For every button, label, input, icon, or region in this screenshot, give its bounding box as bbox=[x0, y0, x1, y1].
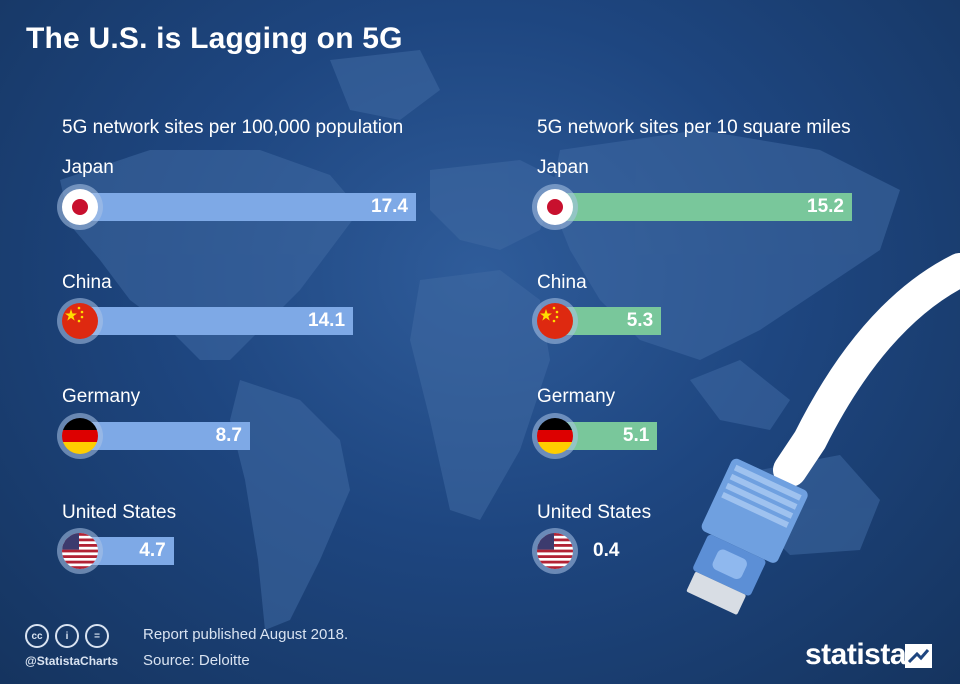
source-note: Source: Deloitte bbox=[143, 652, 250, 669]
usa-flag-icon-right bbox=[532, 528, 578, 574]
social-handle[interactable]: @StatistaCharts bbox=[25, 654, 119, 668]
value-label-china-population: 14.1 bbox=[308, 310, 346, 331]
license-icons: cc i = bbox=[25, 624, 109, 648]
value-label-japan-area: 15.2 bbox=[807, 196, 844, 217]
country-label-china-right: China bbox=[537, 272, 587, 293]
country-label-japan: Japan bbox=[62, 157, 114, 178]
germany-flag-icon bbox=[57, 413, 103, 459]
country-label-japan-right: Japan bbox=[537, 157, 589, 178]
value-label-japan-population: 17.4 bbox=[371, 196, 408, 217]
germany-flag-icon-right bbox=[532, 413, 578, 459]
value-label-united-states-area: 0.4 bbox=[593, 540, 620, 561]
bar-germany-population bbox=[84, 422, 250, 450]
panel-title-population: 5G network sites per 100,000 population bbox=[62, 117, 404, 138]
usa-flag-icon bbox=[57, 528, 103, 574]
publication-note: Report published August 2018. bbox=[143, 626, 349, 643]
china-flag-icon bbox=[57, 298, 103, 344]
japan-flag-icon bbox=[57, 184, 103, 230]
bar-japan-area bbox=[559, 193, 852, 221]
statista-logo-icon bbox=[905, 644, 932, 668]
china-flag-icon-right bbox=[532, 298, 578, 344]
person-icon[interactable]: i bbox=[55, 624, 79, 648]
value-label-germany-area: 5.1 bbox=[622, 425, 650, 446]
chart-title: The U.S. is Lagging on 5G bbox=[26, 22, 403, 55]
country-label-germany-right: Germany bbox=[537, 386, 616, 407]
country-label-china: China bbox=[62, 272, 112, 293]
country-label-united-states: United States bbox=[62, 502, 177, 523]
panel-title-area: 5G network sites per 10 square miles bbox=[537, 117, 851, 138]
bar-china-population bbox=[84, 307, 354, 335]
equals-icon[interactable]: = bbox=[85, 624, 109, 648]
country-label-united-states-right: United States bbox=[537, 502, 652, 523]
statista-logo-text[interactable]: statista bbox=[805, 638, 907, 671]
value-label-united-states-population: 4.7 bbox=[139, 540, 166, 561]
value-label-china-area: 5.3 bbox=[626, 310, 654, 331]
cc-icon[interactable]: cc bbox=[25, 624, 49, 648]
value-label-germany-population: 8.7 bbox=[215, 425, 242, 446]
bar-japan-population bbox=[84, 193, 416, 221]
country-label-germany: Germany bbox=[62, 386, 141, 407]
japan-flag-icon-right bbox=[532, 184, 578, 230]
